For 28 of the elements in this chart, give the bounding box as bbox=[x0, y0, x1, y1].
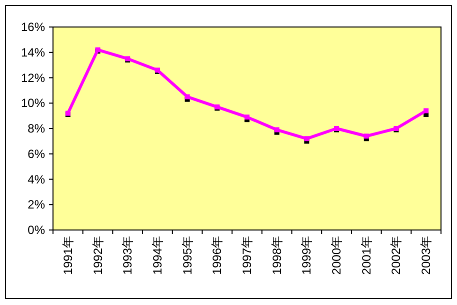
x-tick-label: 1992年 bbox=[90, 236, 105, 275]
x-tick-label: 1996年 bbox=[210, 236, 224, 275]
x-tick-label: 1997年 bbox=[240, 236, 254, 275]
y-tick-label: 2% bbox=[28, 198, 46, 212]
x-tick-label: 1999年 bbox=[300, 236, 314, 275]
y-tick-label: 14% bbox=[20, 45, 46, 60]
x-tick-label: 1998年 bbox=[270, 236, 284, 275]
y-tick-label: 10% bbox=[20, 96, 46, 110]
x-tick-label: 2002年 bbox=[389, 236, 404, 275]
x-tick-label: 2001年 bbox=[359, 236, 374, 275]
x-tick-label: 1995年 bbox=[180, 236, 194, 275]
y-tick-label: 8% bbox=[28, 122, 46, 136]
point bbox=[184, 94, 190, 100]
x-tick-label: 1991年 bbox=[60, 236, 75, 275]
x-tick-label: 1993年 bbox=[120, 236, 135, 275]
point bbox=[244, 114, 250, 120]
y-tick-label: 12% bbox=[20, 70, 46, 85]
point bbox=[274, 127, 280, 132]
x-tick-label: 2000年 bbox=[330, 236, 344, 275]
y-tick-label: 6% bbox=[28, 146, 46, 161]
y-tick-label: 0% bbox=[28, 223, 46, 237]
point bbox=[304, 136, 310, 142]
x-tick-label: 2003年 bbox=[419, 236, 434, 275]
x-tick-label: 1994年 bbox=[150, 236, 164, 275]
point bbox=[424, 108, 429, 114]
point bbox=[364, 134, 369, 139]
y-tick-label: 16% bbox=[20, 20, 46, 34]
y-tick-label: 4% bbox=[28, 172, 46, 186]
